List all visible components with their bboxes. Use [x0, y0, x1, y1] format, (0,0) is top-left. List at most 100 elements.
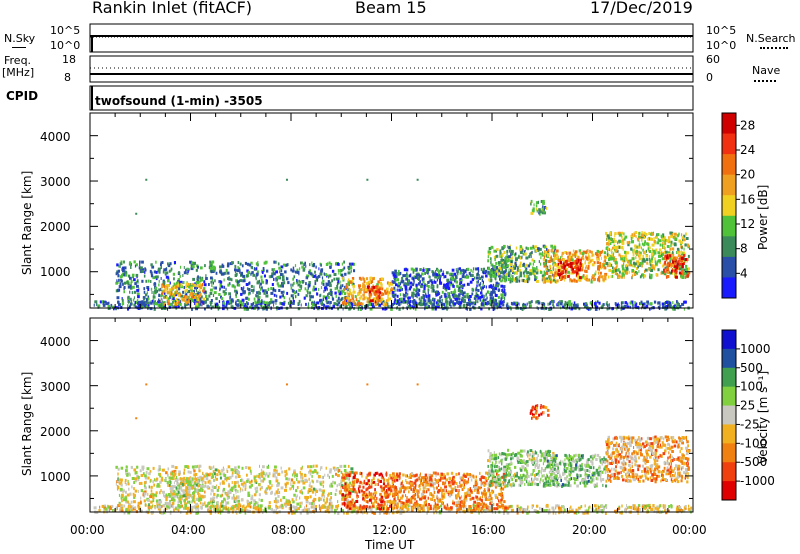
power-cell — [150, 263, 153, 267]
velocity-cell — [533, 509, 537, 513]
power-cell — [390, 286, 393, 290]
power-cell — [335, 277, 338, 281]
power-cell — [662, 305, 665, 309]
power-cell — [257, 295, 261, 299]
power-cell — [673, 232, 677, 236]
power-cell — [677, 254, 681, 258]
velocity-cell — [597, 504, 599, 508]
power-cell — [133, 296, 135, 300]
power-cell — [418, 273, 420, 277]
power-cell — [262, 300, 266, 304]
power-cell — [535, 300, 537, 304]
velocity-cell — [125, 508, 127, 512]
power-cell — [395, 300, 398, 304]
power-cell — [493, 255, 497, 259]
power-cell — [625, 263, 628, 267]
power-cell — [265, 307, 268, 311]
power-cell — [546, 251, 550, 255]
power-cell — [428, 280, 430, 284]
velocity-cell — [517, 508, 519, 512]
power-cell — [367, 297, 370, 301]
power-cell — [641, 242, 644, 246]
power-cell — [427, 288, 430, 292]
power-cell — [581, 252, 585, 256]
power-cell — [537, 307, 539, 311]
velocity-cell — [208, 507, 211, 511]
power-cell — [507, 245, 509, 249]
velocity-cell — [176, 507, 180, 511]
velocity-cell — [144, 476, 148, 480]
power-cell — [559, 278, 563, 281]
power-cell — [450, 272, 453, 276]
power-cell — [574, 250, 578, 254]
power-cell — [501, 247, 504, 251]
power-cell — [507, 274, 510, 278]
power-cell — [656, 241, 660, 245]
power-cell — [292, 281, 295, 285]
power-cell — [368, 297, 371, 301]
power-cell — [168, 305, 171, 308]
power-cell — [387, 290, 389, 294]
velocity-cell — [215, 495, 218, 499]
power-cell — [178, 287, 180, 291]
power-cell — [283, 281, 286, 285]
power-cell — [498, 303, 500, 307]
power-cell — [421, 277, 425, 281]
power-cell — [375, 295, 377, 298]
power-cell — [187, 302, 190, 306]
power-cell — [320, 271, 322, 275]
power-cell — [158, 288, 161, 292]
power-cell — [519, 256, 523, 260]
power-cell — [671, 271, 674, 275]
power-cell — [255, 277, 257, 281]
power-cell — [472, 288, 474, 292]
power-cell — [274, 289, 277, 293]
power-cell — [283, 296, 286, 300]
power-cell — [601, 305, 604, 308]
power-cell — [122, 282, 124, 286]
power-cell — [612, 246, 614, 250]
power-cell — [379, 303, 382, 307]
power-cell — [350, 301, 353, 305]
velocity-cell — [366, 511, 369, 515]
power-cell — [268, 275, 272, 279]
power-cell — [364, 290, 368, 294]
velocity-cell — [120, 496, 123, 500]
velocity-cell — [213, 486, 217, 489]
power-cell — [657, 238, 660, 242]
power-cell — [184, 300, 186, 304]
power-cell — [311, 303, 314, 307]
power-cell — [308, 291, 312, 295]
power-cell — [398, 282, 401, 285]
power-cell — [640, 300, 643, 304]
power-cell — [255, 275, 257, 279]
power-cell — [566, 252, 568, 255]
power-cell — [674, 237, 678, 241]
velocity-cell — [118, 486, 120, 490]
power-cell — [210, 276, 213, 280]
power-cell — [444, 296, 447, 300]
power-colorbar-tick-label: 12 — [740, 217, 755, 231]
power-cell — [543, 210, 545, 214]
power-cell — [160, 305, 163, 309]
power-cell — [127, 304, 129, 308]
power-cell — [466, 275, 469, 279]
velocity-cell — [347, 509, 350, 513]
power-cell — [347, 302, 351, 306]
power-cell — [489, 303, 493, 307]
power-cell — [528, 304, 531, 308]
power-cell — [564, 300, 567, 304]
velocity-cell — [118, 493, 121, 497]
power-cell — [526, 247, 529, 251]
power-cell — [427, 305, 430, 308]
power-cell — [593, 302, 597, 306]
power-cell — [433, 271, 435, 275]
power-cell — [241, 288, 244, 292]
velocity-cell — [492, 507, 494, 511]
power-cell — [236, 280, 240, 284]
velocity-cell — [660, 504, 662, 508]
power-cell — [514, 271, 518, 275]
power-colorbar-segment — [722, 256, 736, 278]
power-cell — [358, 284, 361, 288]
velocity-cell — [148, 472, 151, 476]
